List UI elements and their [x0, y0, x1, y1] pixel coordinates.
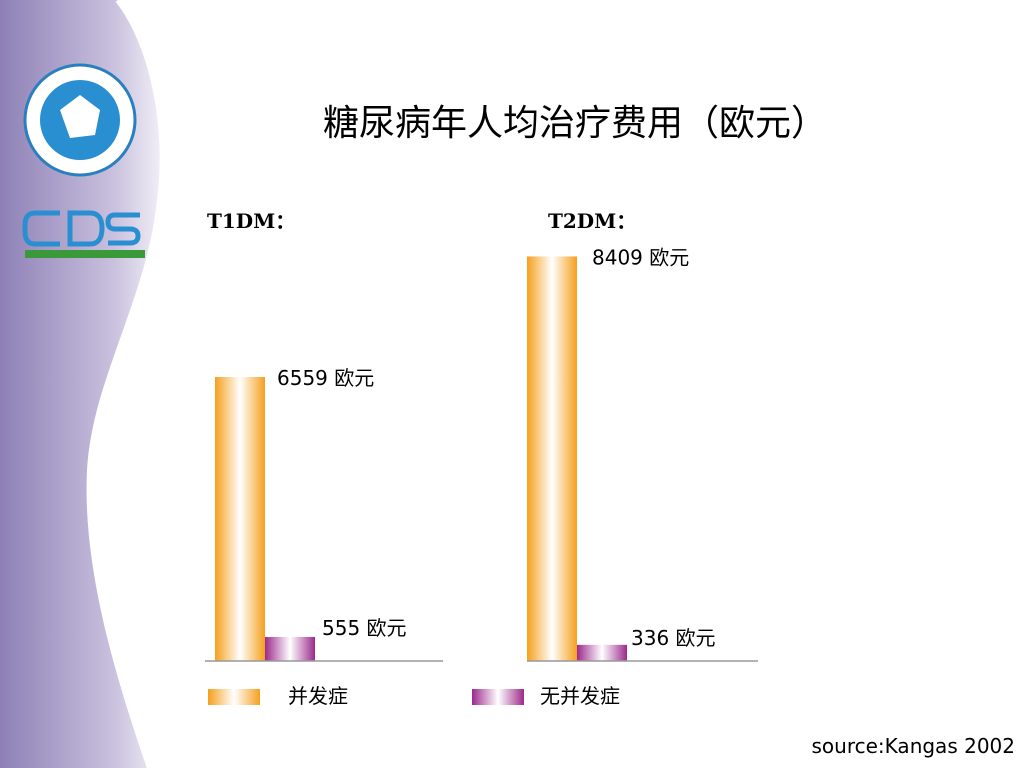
- value-label: 6559 欧元: [277, 366, 374, 390]
- bar: [527, 256, 577, 661]
- chart-title: T1DM：: [207, 209, 295, 233]
- bar: [577, 644, 627, 661]
- legend-label: 无并发症: [540, 684, 620, 708]
- slide-title: 糖尿病年人均治疗费用（欧元）: [323, 103, 827, 144]
- value-label: 336 欧元: [631, 626, 716, 650]
- cds-logo: [22, 210, 145, 258]
- side-panel: [0, 0, 163, 768]
- bar: [265, 636, 315, 661]
- value-label: 8409 欧元: [592, 245, 689, 269]
- source: source:Kangas 2002: [812, 734, 1015, 758]
- side-curve: [86, 0, 166, 768]
- ministry-logo: [23, 63, 137, 177]
- chart-title: T2DM：: [548, 209, 636, 233]
- legend-label: 并发症: [288, 684, 348, 708]
- legend-swatch: [472, 689, 524, 705]
- legend-swatch: [208, 689, 260, 705]
- value-label: 555 欧元: [322, 616, 407, 640]
- bar: [215, 376, 265, 661]
